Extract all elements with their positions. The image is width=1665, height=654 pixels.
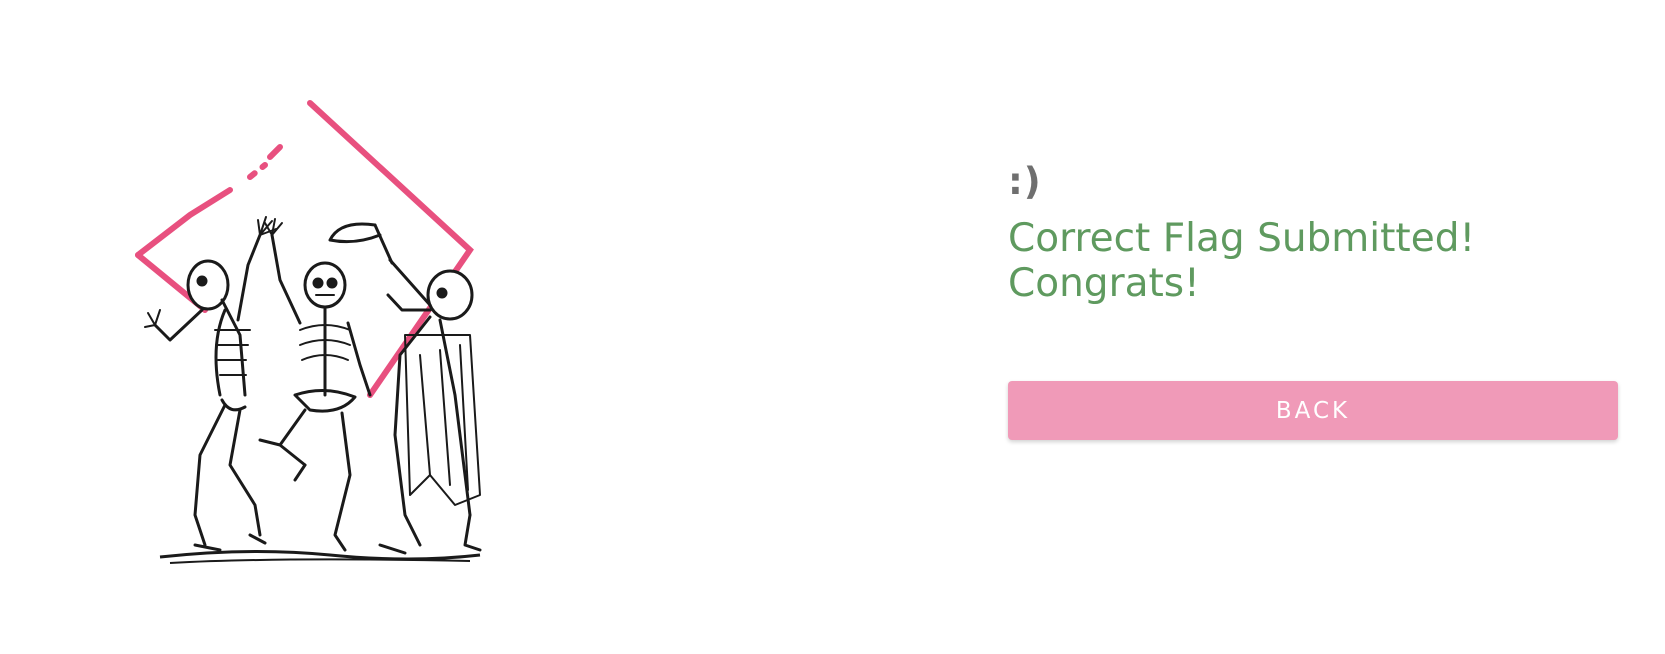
result-panel: :) Correct Flag Submitted! Congrats! BAC… [1008,160,1618,440]
success-message: Correct Flag Submitted! Congrats! [1008,216,1618,306]
back-button[interactable]: BACK [1008,381,1618,440]
success-message-line-2: Congrats! [1008,261,1200,306]
success-message-line-1: Correct Flag Submitted! [1008,216,1476,261]
smiley-emoticon: :) [1008,160,1042,203]
skeleton-middle [258,218,372,552]
diamond-frame [135,100,474,398]
skeleton-right [328,222,482,555]
dancing-skeletons-illustration [130,95,530,615]
ground [159,549,481,564]
skeleton-left [144,216,277,552]
skeletons-drawing [135,100,482,564]
